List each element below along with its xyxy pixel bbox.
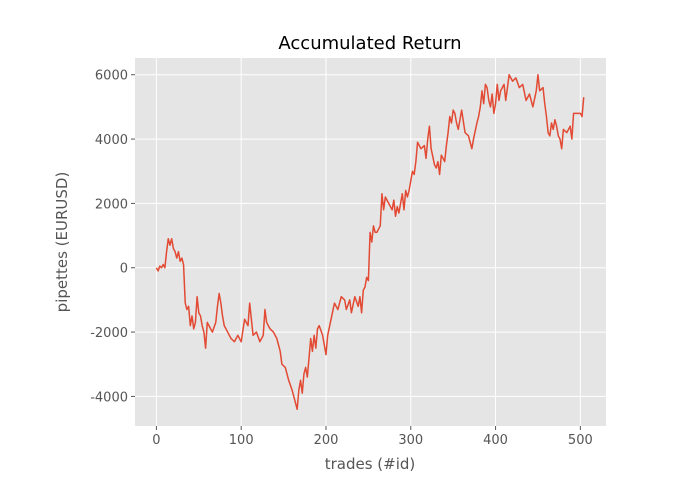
plot-area xyxy=(135,58,606,426)
y-tick-label: 4000 xyxy=(95,133,128,148)
x-tick-label: 100 xyxy=(229,433,254,448)
x-tick-label: 500 xyxy=(568,433,593,448)
y-tick-label: 2000 xyxy=(95,197,128,212)
x-tick-label: 300 xyxy=(398,433,423,448)
x-tick-label: 400 xyxy=(483,433,508,448)
y-tick-label: -2000 xyxy=(90,326,128,341)
x-tick-label: 200 xyxy=(314,433,339,448)
data-line xyxy=(155,73,585,411)
y-tick-label: 0 xyxy=(120,262,128,277)
y-tick-label: -4000 xyxy=(90,390,128,405)
y-tick-label: 6000 xyxy=(95,69,128,84)
x-tick-label: 0 xyxy=(152,433,160,448)
x-axis-label: trades (#id) xyxy=(325,455,416,473)
chart-title: Accumulated Return xyxy=(278,33,461,54)
y-axis-label: pipettes (EURUSD) xyxy=(53,172,71,313)
